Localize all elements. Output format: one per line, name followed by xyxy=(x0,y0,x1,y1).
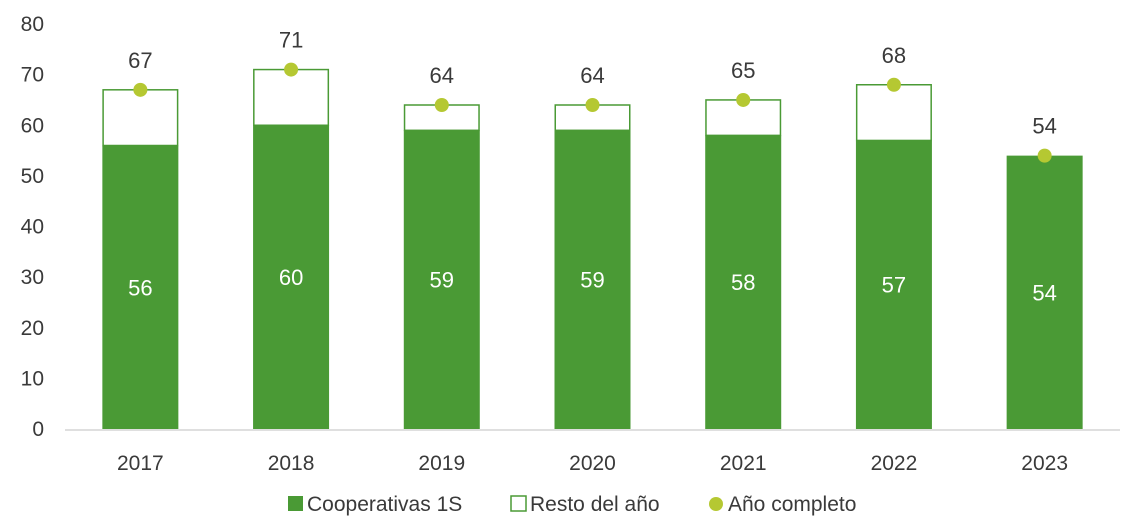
legend-label-ano-completo: Año completo xyxy=(728,493,856,516)
y-tick-label: 30 xyxy=(21,266,44,289)
data-label-cooperativas: 60 xyxy=(279,265,303,290)
bars-group: 56 67 60 71 59 64 59 64 58 65 57 68 54 54 xyxy=(102,28,1083,429)
data-label-cooperativas: 57 xyxy=(882,273,906,298)
bar-cooperativas-1s xyxy=(253,125,330,429)
marker-ano-completo xyxy=(736,92,751,107)
marker-ano-completo xyxy=(886,77,901,92)
bar-cooperativas-1s xyxy=(403,130,480,429)
marker-ano-completo xyxy=(585,98,600,112)
data-label-ano-completo: 64 xyxy=(580,63,604,88)
y-tick-label: 0 xyxy=(32,418,44,441)
legend-label-cooperativas: Cooperativas 1S xyxy=(307,493,462,516)
y-tick-label: 50 xyxy=(21,165,44,188)
y-tick-label: 40 xyxy=(21,216,44,239)
data-label-cooperativas: 59 xyxy=(580,268,604,293)
marker-ano-completo xyxy=(434,98,449,112)
y-tick-label: 70 xyxy=(21,64,44,87)
data-label-cooperativas: 58 xyxy=(731,270,755,295)
bar-resto-del-ano xyxy=(102,89,179,147)
bar-resto-del-ano xyxy=(705,99,782,137)
data-label-ano-completo: 67 xyxy=(128,48,152,73)
y-axis: 0 10 20 30 40 50 60 70 80 xyxy=(21,13,44,441)
legend-marker-ano-completo xyxy=(709,497,723,511)
bar-cooperativas-1s xyxy=(554,130,631,429)
bar-resto-del-ano xyxy=(855,84,932,142)
x-tick-label: 2019 xyxy=(418,452,465,475)
x-tick-label: 2023 xyxy=(1021,452,1068,475)
bar-cooperativas-1s xyxy=(1006,155,1083,429)
marker-ano-completo xyxy=(1037,148,1052,163)
bar-resto-del-ano xyxy=(253,68,330,126)
y-tick-label: 20 xyxy=(21,317,44,340)
x-tick-label: 2021 xyxy=(720,452,767,475)
marker-ano-completo xyxy=(133,82,148,97)
data-label-cooperativas: 59 xyxy=(430,268,454,293)
data-label-ano-completo: 71 xyxy=(279,28,303,53)
y-tick-label: 80 xyxy=(21,13,44,36)
data-label-ano-completo: 65 xyxy=(731,58,755,83)
legend-label-resto: Resto del año xyxy=(530,493,660,516)
data-label-cooperativas: 54 xyxy=(1032,280,1056,305)
data-label-cooperativas: 56 xyxy=(128,275,152,300)
legend-swatch-cooperativas xyxy=(288,496,303,511)
x-tick-label: 2022 xyxy=(871,452,918,475)
marker-ano-completo xyxy=(284,62,299,77)
data-label-ano-completo: 54 xyxy=(1032,114,1056,139)
x-tick-label: 2018 xyxy=(268,452,315,475)
y-tick-label: 10 xyxy=(21,367,44,390)
x-axis: 2017 2018 2019 2020 2021 2022 2023 xyxy=(117,452,1068,475)
data-label-ano-completo: 68 xyxy=(882,43,906,68)
y-tick-label: 60 xyxy=(21,114,44,137)
legend-swatch-resto xyxy=(510,495,527,512)
bar-cooperativas-1s xyxy=(102,145,179,429)
bar-cooperativas-1s xyxy=(705,135,782,429)
data-label-ano-completo: 64 xyxy=(430,63,454,88)
x-tick-label: 2017 xyxy=(117,452,164,475)
bar-cooperativas-1s xyxy=(855,140,932,429)
x-tick-label: 2020 xyxy=(569,452,616,475)
legend: Cooperativas 1S Resto del año Año comple… xyxy=(288,493,856,516)
